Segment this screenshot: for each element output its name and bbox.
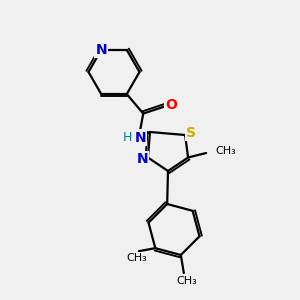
Text: N: N <box>134 130 146 145</box>
Text: O: O <box>165 98 177 112</box>
Text: N: N <box>137 152 148 166</box>
Text: CH₃: CH₃ <box>216 146 236 157</box>
Text: S: S <box>186 126 196 140</box>
Text: H: H <box>123 131 132 144</box>
Text: N: N <box>95 43 107 57</box>
Text: CH₃: CH₃ <box>176 275 197 286</box>
Text: CH₃: CH₃ <box>126 253 147 263</box>
